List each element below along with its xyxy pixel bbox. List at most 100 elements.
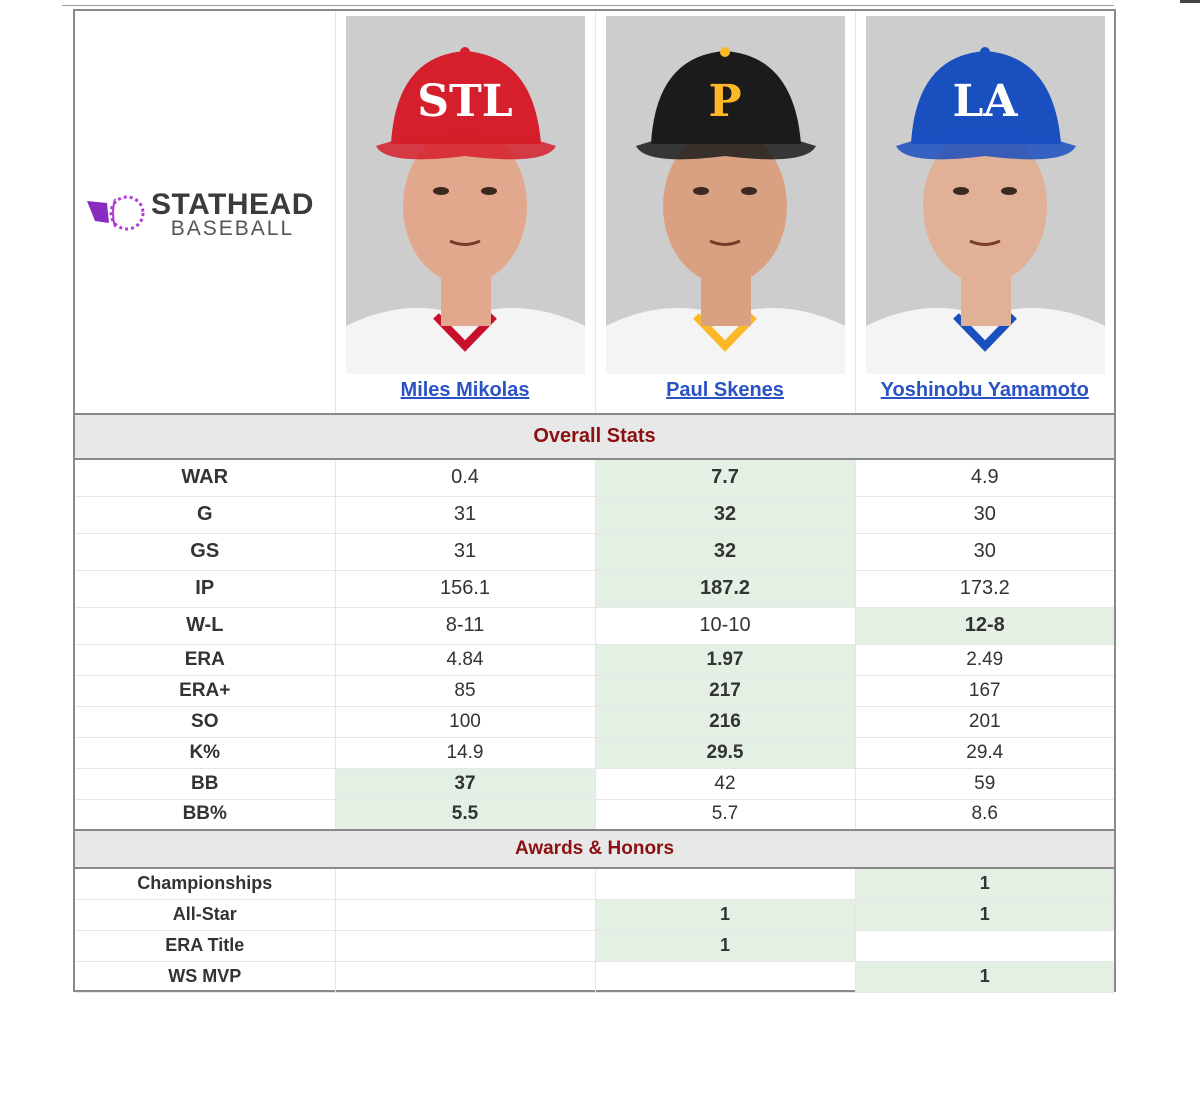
- stat-label: SO: [75, 706, 336, 738]
- stat-value: 30: [855, 496, 1114, 534]
- stat-label: ERA: [75, 644, 336, 676]
- stat-value: 1: [855, 961, 1114, 993]
- stat-row: BB 37 42 59: [75, 768, 1114, 800]
- stat-value: [595, 868, 856, 900]
- stat-value: 30: [855, 533, 1114, 571]
- stat-label: WS MVP: [75, 961, 336, 993]
- player-name-link[interactable]: Paul Skenes: [666, 379, 784, 401]
- stat-value: 216: [595, 706, 856, 738]
- stat-value: 5.7: [595, 799, 856, 831]
- comparison-table: STATHEAD BASEBALL STL Miles Mikolas: [75, 11, 1114, 993]
- player-header-row: STATHEAD BASEBALL STL Miles Mikolas: [75, 11, 1114, 415]
- stat-value: 217: [595, 675, 856, 707]
- stat-value: 42: [595, 768, 856, 800]
- stat-value: [855, 930, 1114, 962]
- stat-value: 14.9: [335, 737, 596, 769]
- stat-label: BB: [75, 768, 336, 800]
- stat-value: [335, 899, 596, 931]
- stat-value: 1: [595, 930, 856, 962]
- stat-value: [335, 930, 596, 962]
- cap-logo: LA: [952, 76, 1018, 127]
- stat-value: 187.2: [595, 570, 856, 608]
- stat-row: All-Star 1 1: [75, 899, 1114, 931]
- player-photo: STL: [345, 16, 585, 374]
- player-photo: LA: [865, 16, 1105, 374]
- stat-value: 1: [595, 899, 856, 931]
- stat-value: 12-8: [855, 607, 1114, 645]
- stat-value: 1: [855, 868, 1114, 900]
- stat-row: IP 156.1 187.2 173.2: [75, 570, 1114, 608]
- section-title: Overall Stats: [75, 414, 1114, 460]
- stat-row: WAR 0.4 7.7 4.9: [75, 459, 1114, 497]
- stat-label: ERA+: [75, 675, 336, 707]
- player-cell: P Paul Skenes: [595, 11, 856, 415]
- stathead-logo: STATHEAD BASEBALL: [85, 189, 314, 239]
- stat-label: All-Star: [75, 899, 336, 931]
- stat-label: WAR: [75, 459, 336, 497]
- top-rule: [62, 5, 1114, 6]
- stat-row: W-L 8-11 10-10 12-8: [75, 607, 1114, 645]
- stat-value: 156.1: [335, 570, 596, 608]
- stat-label: G: [75, 496, 336, 534]
- stat-value: [335, 868, 596, 900]
- stat-value: [595, 961, 856, 993]
- stat-label: W-L: [75, 607, 336, 645]
- stat-value: 100: [335, 706, 596, 738]
- stat-value: 8-11: [335, 607, 596, 645]
- top-rule-accent: [1180, 0, 1200, 3]
- stat-label: Championships: [75, 868, 336, 900]
- stat-value: [335, 961, 596, 993]
- brand-subtitle: BASEBALL: [170, 216, 295, 240]
- player-cell: LA Yoshinobu Yamamoto: [855, 11, 1114, 415]
- stat-row: ERA+ 85 217 167: [75, 675, 1114, 707]
- stat-value: 32: [595, 533, 856, 571]
- stat-value: 0.4: [335, 459, 596, 497]
- stat-label: GS: [75, 533, 336, 571]
- stat-value: 4.84: [335, 644, 596, 676]
- cap-logo: STL: [417, 76, 512, 127]
- player-photo: P: [605, 16, 845, 374]
- stat-value: 7.7: [595, 459, 856, 497]
- stathead-ball-icon: [87, 195, 145, 231]
- section-title: Awards & Honors: [75, 829, 1114, 869]
- stat-value: 5.5: [335, 799, 596, 831]
- stat-value: 29.4: [855, 737, 1114, 769]
- stat-value: 85: [335, 675, 596, 707]
- stat-label: IP: [75, 570, 336, 608]
- player-cell: STL Miles Mikolas: [335, 11, 596, 415]
- overall-stats-header: Overall Stats: [75, 414, 1114, 460]
- stat-label: ERA Title: [75, 930, 336, 962]
- stat-value: 1: [855, 899, 1114, 931]
- awards-header: Awards & Honors: [75, 829, 1114, 869]
- stat-label: BB%: [75, 799, 336, 831]
- stat-value: 59: [855, 768, 1114, 800]
- stat-value: 1.97: [595, 644, 856, 676]
- brand-cell: STATHEAD BASEBALL: [75, 11, 336, 415]
- stat-row: ERA Title 1: [75, 930, 1114, 962]
- stat-value: 31: [335, 496, 596, 534]
- stat-row: WS MVP 1: [75, 961, 1114, 993]
- stat-value: 167: [855, 675, 1114, 707]
- player-name-link[interactable]: Miles Mikolas: [400, 379, 530, 401]
- stat-value: 10-10: [595, 607, 856, 645]
- stat-value: 201: [855, 706, 1114, 738]
- stat-row: G 31 32 30: [75, 496, 1114, 534]
- stat-row: ERA 4.84 1.97 2.49: [75, 644, 1114, 676]
- stat-value: 31: [335, 533, 596, 571]
- stat-label: K%: [75, 737, 336, 769]
- stat-value: 32: [595, 496, 856, 534]
- stat-value: 8.6: [855, 799, 1114, 831]
- stat-value: 2.49: [855, 644, 1114, 676]
- stat-value: 29.5: [595, 737, 856, 769]
- brand-name: STATHEAD: [151, 187, 314, 221]
- player-name-link[interactable]: Yoshinobu Yamamoto: [880, 379, 1089, 401]
- stat-row: GS 31 32 30: [75, 533, 1114, 571]
- stat-value: 37: [335, 768, 596, 800]
- stat-row: SO 100 216 201: [75, 706, 1114, 738]
- stat-value: 4.9: [855, 459, 1114, 497]
- cap-logo: P: [708, 76, 741, 127]
- stat-row: K% 14.9 29.5 29.4: [75, 737, 1114, 769]
- stat-value: 173.2: [855, 570, 1114, 608]
- stat-row: Championships 1: [75, 868, 1114, 900]
- comparison-table-frame: STATHEAD BASEBALL STL Miles Mikolas: [73, 9, 1116, 993]
